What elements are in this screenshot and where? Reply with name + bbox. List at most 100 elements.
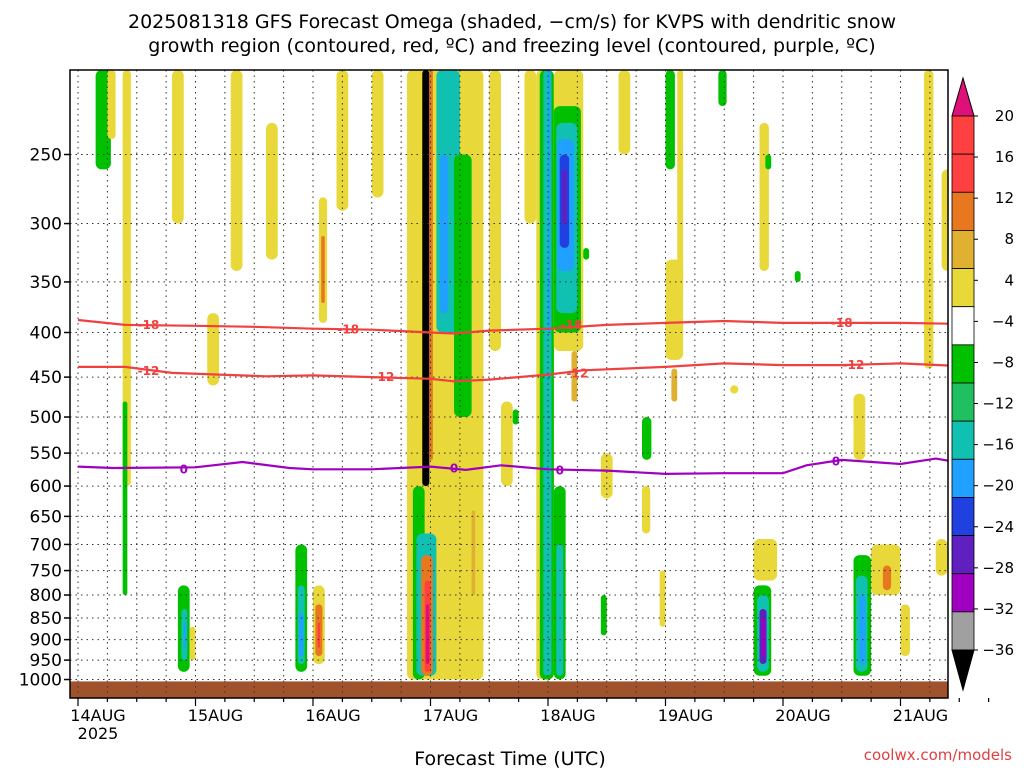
contour-label: -18 <box>337 323 359 337</box>
colorbar-segment <box>951 458 975 498</box>
omega-shading <box>95 70 948 680</box>
colorbar-label: −28 <box>982 559 1014 577</box>
colorbar-segment <box>951 153 975 193</box>
y-tick-label: 250 <box>30 146 62 166</box>
contour-label: 0 <box>832 454 840 468</box>
y-tick-label: 500 <box>30 408 62 428</box>
credit-link[interactable]: coolwx.com/models <box>864 746 1012 764</box>
colorbar-bottom-arrow <box>951 649 975 692</box>
x-tick-label: 19AUG <box>658 706 713 725</box>
colorbar-label: −8 <box>992 353 1014 371</box>
contour-label: -12 <box>373 370 395 384</box>
contour-labels: -18 -18 -18 -18 -12 -12 -12 -12 0 0 0 0 <box>138 316 865 478</box>
omega-cell <box>765 154 772 170</box>
contour-lines <box>77 318 948 476</box>
contour-label: 0 <box>180 462 188 476</box>
omega-cell <box>600 453 613 499</box>
x-tick-label: 17AUG <box>423 706 478 725</box>
omega-cell <box>548 70 551 333</box>
contour-line <box>77 318 948 335</box>
colorbar-label: −32 <box>982 600 1014 618</box>
omega-cell <box>642 417 652 460</box>
x-axis-label: Forecast Time (UTC) <box>414 748 605 768</box>
omega-cell <box>425 604 430 665</box>
omega-cell <box>429 70 433 460</box>
omega-cell <box>336 70 349 211</box>
x-tick-label: 18AUG <box>540 706 595 725</box>
contour-label: 0 <box>450 462 458 476</box>
contour-line <box>78 362 948 383</box>
omega-cell <box>230 70 243 271</box>
contour-label: 0 <box>556 464 564 478</box>
omega-cell <box>321 235 325 303</box>
omega-cell <box>298 613 304 657</box>
omega-cell <box>900 604 910 657</box>
y-tick-label: 700 <box>30 535 62 555</box>
y-tick-label: 850 <box>30 609 62 629</box>
omega-cell <box>642 486 651 534</box>
omega-cell <box>501 401 513 487</box>
y-tick-label: 600 <box>30 477 62 497</box>
x-tick-label: 14AUG <box>70 706 125 725</box>
omega-cell <box>665 70 675 170</box>
chart-title-line-1: 2025081318 GFS Forecast Omega (shaded, −… <box>128 11 896 33</box>
y-tick-label: 450 <box>30 368 62 388</box>
colorbar-label: −36 <box>982 641 1014 659</box>
y-tick-label: 400 <box>30 324 62 344</box>
colorbar-label: −24 <box>982 518 1014 536</box>
colorbar-label: −16 <box>982 436 1014 454</box>
omega-cell <box>600 595 607 636</box>
omega-cell <box>122 401 128 596</box>
colorbar-label: 4 <box>1004 271 1014 289</box>
omega-cell <box>266 122 278 260</box>
y-axis-ticks: 2503003504004505005506006507007508008509… <box>19 146 70 691</box>
contour-label: -12 <box>567 367 589 381</box>
omega-cell <box>107 70 116 140</box>
contour-label: -18 <box>561 318 583 332</box>
omega-cell <box>677 70 684 293</box>
omega-cell <box>753 538 778 581</box>
omega-cell <box>471 510 476 596</box>
omega-cell <box>439 154 449 314</box>
omega-cell <box>759 122 769 271</box>
omega-cell <box>183 622 187 648</box>
ground-strip <box>70 681 948 698</box>
colorbar-segment <box>951 573 975 613</box>
colorbar-label: 20 <box>995 107 1014 125</box>
omega-cell <box>317 622 321 648</box>
omega-cell <box>859 595 866 665</box>
y-tick-label: 300 <box>30 215 62 235</box>
x-tick-label: 16AUG <box>305 706 360 725</box>
x-tick-label: 20AUG <box>775 706 830 725</box>
omega-cell <box>761 617 766 657</box>
colorbar-segment <box>951 268 975 308</box>
omega-cell <box>935 538 948 576</box>
y-tick-label: 650 <box>30 507 62 527</box>
omega-cell <box>659 570 666 627</box>
colorbar-segment <box>951 535 975 575</box>
colorbar-top-arrow <box>951 76 975 117</box>
omega-cell <box>941 169 948 271</box>
plot-frame <box>69 69 949 699</box>
omega-cell <box>189 626 196 661</box>
y-tick-label: 1000 <box>19 671 62 691</box>
omega-cell <box>671 368 678 402</box>
chart-title-line-2: growth region (contoured, red, ºC) and f… <box>148 35 875 57</box>
colorbar-segment <box>951 497 975 536</box>
omega-cell <box>583 247 590 260</box>
colorbar-segment <box>951 382 975 422</box>
omega-cell <box>207 313 219 386</box>
omega-cell <box>172 70 184 224</box>
contour-label: -12 <box>138 364 160 378</box>
colorbar-segment <box>951 115 975 155</box>
y-tick-label: 800 <box>30 586 62 606</box>
colorbar-label: 8 <box>1004 230 1014 248</box>
omega-cell <box>571 350 578 402</box>
omega-cell <box>371 70 384 198</box>
omega-cell <box>853 393 866 460</box>
omega-cell <box>730 385 739 394</box>
omega-cell <box>489 70 501 351</box>
colorbar-segment <box>951 230 975 269</box>
colorbar-label: 16 <box>995 148 1014 166</box>
